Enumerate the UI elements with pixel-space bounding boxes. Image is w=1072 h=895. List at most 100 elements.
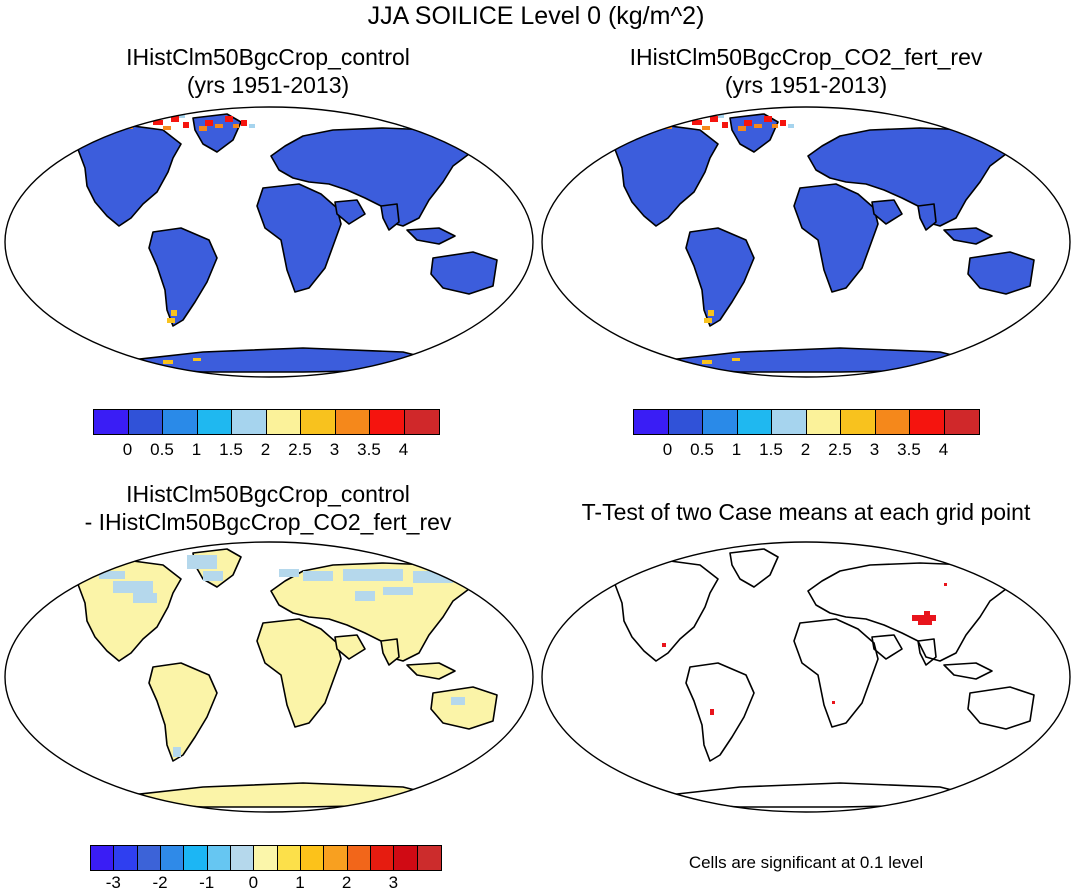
ice-cell <box>708 310 714 316</box>
continent-australia <box>967 251 1035 295</box>
colorbar-tick-label: 3 <box>388 873 399 892</box>
continent-south-america <box>148 662 218 762</box>
significant-cell <box>924 611 930 615</box>
continent-indonesia <box>943 227 993 245</box>
ice-cell <box>183 122 189 128</box>
colorbar-control <box>93 409 440 435</box>
panel-control-title-line2: (yrs 1951-2013) <box>186 72 350 98</box>
diff-cell <box>413 571 453 583</box>
ice-cell <box>972 126 980 130</box>
ice-cell <box>167 318 175 323</box>
colorbar-swatch <box>394 846 418 870</box>
colorbar-diff-ticks: -3 -2 -1 0 1 2 3 <box>90 873 440 895</box>
ice-cell <box>754 124 762 128</box>
diff-cell <box>343 569 403 581</box>
ice-cell <box>722 122 728 128</box>
colorbar-swatch <box>806 410 841 434</box>
colorbar-swatch <box>160 846 185 870</box>
ice-cell <box>656 116 666 122</box>
colorbar-tick-label: 3.5 <box>897 440 921 459</box>
colorbar-tick-label: 2 <box>800 440 811 459</box>
colorbar-swatch <box>875 410 910 434</box>
continent-africa <box>793 183 879 293</box>
ice-cell <box>199 126 207 131</box>
ice-cell <box>163 126 171 130</box>
diff-cell <box>303 571 333 581</box>
colorbar-swatch <box>910 410 945 434</box>
colorbar-swatch <box>128 410 163 434</box>
continent-eurasia <box>270 562 470 662</box>
panel-co2-title-line1: IHistClm50BgcCrop_CO2_fert_rev <box>629 44 983 70</box>
ice-cell <box>241 120 247 126</box>
ice-cell <box>738 126 746 131</box>
panel-diff-title-line1: IHistClm50BgcCrop_control <box>126 481 410 507</box>
panel-control-title: IHistClm50BgcCrop_control (yrs 1951-2013… <box>3 43 533 99</box>
colorbar-swatch <box>324 846 348 870</box>
diff-cell <box>279 569 299 577</box>
colorbar-tick-label: 3 <box>329 440 340 459</box>
colorbar-tick-label: 2.5 <box>828 440 852 459</box>
colorbar-swatch <box>370 410 405 434</box>
map-ttest <box>541 541 1071 813</box>
colorbar-swatch <box>114 846 138 870</box>
colorbar-tick-label: 0 <box>248 873 259 892</box>
colorbar-control-ticks: 0 0.5 1 1.5 2 2.5 3 3.5 4 <box>93 440 438 462</box>
continent-greenland <box>729 113 779 153</box>
colorbar-tick-label: -3 <box>105 873 121 892</box>
panel-co2-title-line2: (yrs 1951-2013) <box>724 72 888 98</box>
colorbar-tick-label: 2 <box>341 873 352 892</box>
colorbar-swatch <box>335 410 370 434</box>
colorbar-swatch <box>230 846 255 870</box>
significant-cell <box>918 621 932 625</box>
continent-arabia <box>871 199 903 225</box>
continent-south-america <box>148 227 218 327</box>
colorbar-tick-label: 1.5 <box>219 440 243 459</box>
ice-cell <box>672 118 680 124</box>
colorbar-swatch <box>300 846 325 870</box>
diff-cell <box>187 555 217 569</box>
colorbar-swatch <box>207 846 231 870</box>
diff-cell <box>451 697 465 705</box>
map-frame <box>541 106 1071 378</box>
continent-north-america <box>609 125 719 227</box>
continent-south-america <box>685 227 755 327</box>
continent-greenland <box>192 113 242 153</box>
continent-indonesia <box>406 662 456 680</box>
colorbar-swatch <box>404 410 439 434</box>
continent-north-america <box>609 560 719 662</box>
panel-co2-title: IHistClm50BgcCrop_CO2_fert_rev (yrs 1951… <box>540 43 1072 99</box>
ice-cell <box>704 318 712 323</box>
diff-cell <box>99 571 125 579</box>
colorbar-tick-label: 1 <box>191 440 202 459</box>
colorbar-co2-ticks: 0 0.5 1 1.5 2 2.5 3 3.5 4 <box>633 440 978 462</box>
colorbar-tick-label: 4 <box>398 440 409 459</box>
ice-cell <box>249 124 255 128</box>
ice-cell <box>119 116 129 122</box>
ice-cell <box>163 360 173 364</box>
ice-cell <box>133 118 141 124</box>
continent-arabia <box>871 634 903 660</box>
map-co2 <box>541 106 1071 378</box>
colorbar-swatch <box>266 410 301 434</box>
ice-cell <box>171 116 179 122</box>
ice-cell <box>702 126 710 130</box>
colorbar-swatch <box>197 410 232 434</box>
panel-control-title-line1: IHistClm50BgcCrop_control <box>126 44 410 70</box>
colorbar-diff <box>90 845 442 871</box>
colorbar-swatch <box>772 410 807 434</box>
map-frame <box>4 106 534 378</box>
continent-greenland <box>729 548 779 588</box>
continent-india <box>917 638 937 666</box>
colorbar-tick-label: 2.5 <box>288 440 312 459</box>
colorbar-swatch <box>184 846 208 870</box>
continent-north-america <box>72 125 182 227</box>
colorbar-swatch <box>232 410 267 434</box>
colorbar-swatch <box>703 410 738 434</box>
ice-cell <box>179 114 185 118</box>
ice-cell <box>764 116 772 122</box>
significant-cell <box>832 701 835 704</box>
continent-arabia <box>334 634 366 660</box>
diff-cell <box>203 571 223 581</box>
significance-note: Cells are significant at 0.1 level <box>688 853 924 872</box>
diff-cell <box>383 587 413 595</box>
